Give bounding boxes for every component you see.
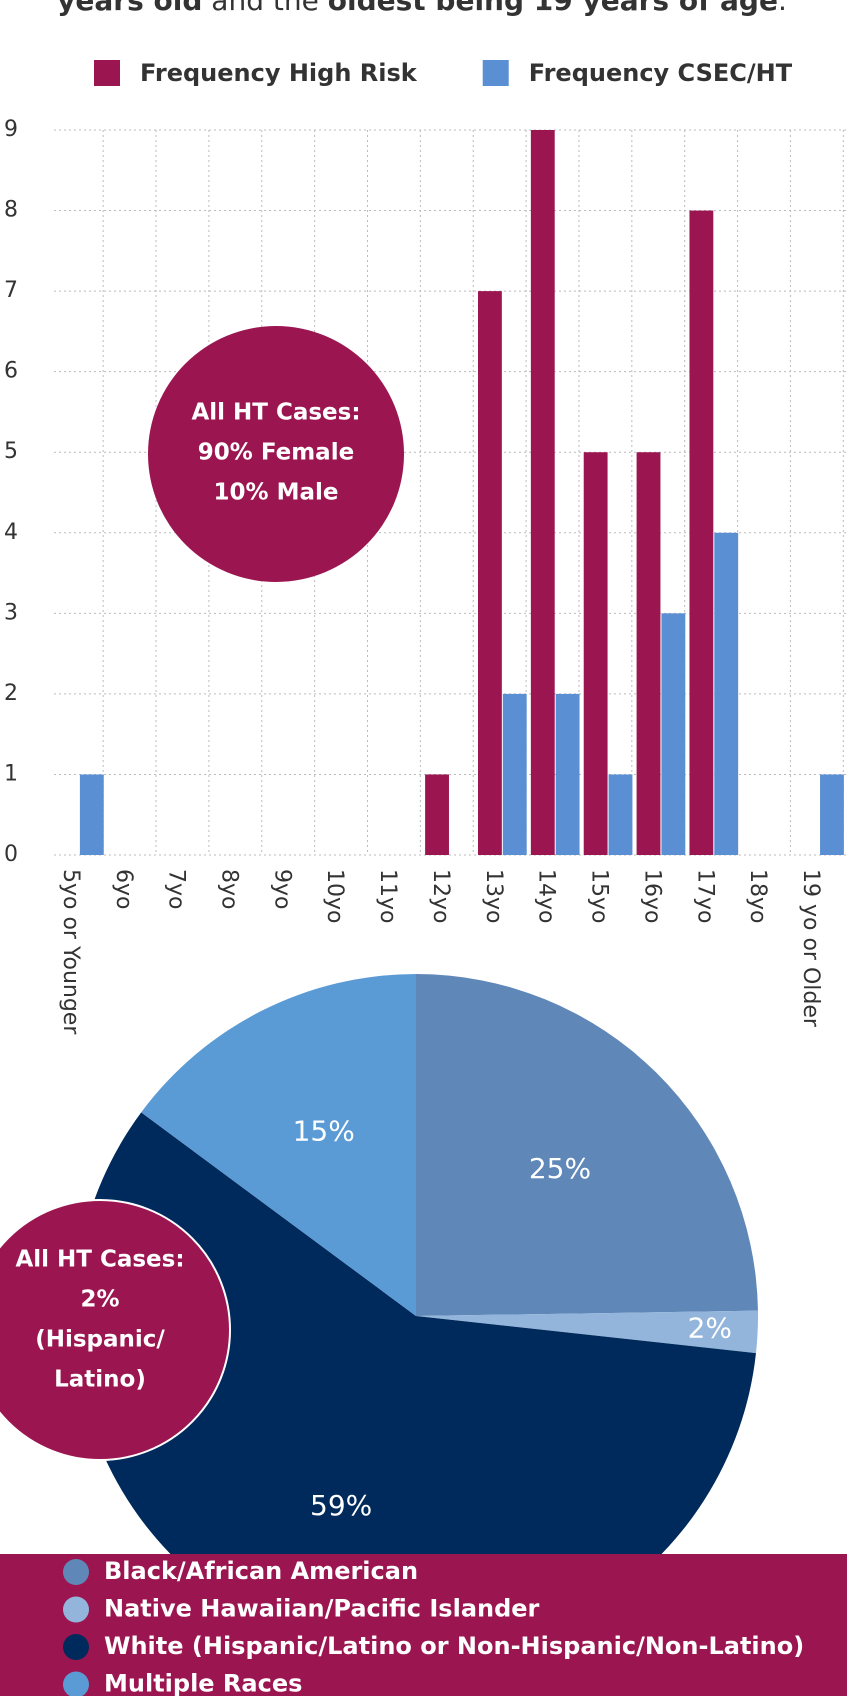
x-tick-label: 15yo <box>587 869 612 923</box>
bar <box>79 774 104 855</box>
x-tick-label: 5yo or Younger <box>58 869 83 1035</box>
bar <box>689 210 714 856</box>
y-tick-label: 4 <box>4 520 18 545</box>
legend-swatch <box>63 1596 89 1623</box>
bar <box>502 693 527 855</box>
y-tick-label: 9 <box>4 117 18 142</box>
annotation-text: Latino) <box>54 1367 146 1393</box>
pie-label: 15% <box>293 1115 355 1148</box>
legend-label: Frequency CSEC/HT <box>529 59 793 87</box>
bar <box>477 291 502 856</box>
x-tick-label: 19 yo or Older <box>798 869 823 1028</box>
x-tick-label: 17yo <box>692 869 717 923</box>
bar <box>661 613 686 855</box>
y-tick-label: 1 <box>4 761 18 786</box>
x-tick-label: 10yo <box>322 869 347 923</box>
legend-swatch <box>63 1634 89 1660</box>
intro-segment: years old <box>57 0 202 17</box>
y-tick-label: 5 <box>4 439 18 464</box>
bar <box>608 774 633 855</box>
bar <box>714 532 739 855</box>
intro-segment: . <box>778 0 787 17</box>
legend-label: White (Hispanic/Latino or Non-Hispanic/N… <box>104 1632 804 1660</box>
annotation-text: All HT Cases: <box>191 400 360 426</box>
y-tick-label: 0 <box>4 842 18 867</box>
bar <box>820 774 844 855</box>
pie-label: 2% <box>688 1312 732 1345</box>
legend-label: Frequency High Risk <box>140 59 418 87</box>
legend-swatch <box>482 60 509 86</box>
bar <box>636 452 661 855</box>
x-tick-label: 12yo <box>428 869 453 923</box>
x-tick-label: 6yo <box>111 869 136 909</box>
annotation-circle <box>148 326 404 582</box>
y-tick-label: 2 <box>4 681 18 706</box>
pie-slice <box>416 974 758 1316</box>
annotation-text: 2% <box>80 1287 119 1313</box>
annotation-text: 90% Female <box>198 440 354 466</box>
x-tick-label: 13yo <box>481 869 506 923</box>
x-tick-label: 18yo <box>745 869 770 923</box>
y-tick-label: 3 <box>4 600 18 625</box>
legend-label: Multiple Races <box>104 1670 302 1696</box>
pie-slice <box>141 974 416 1316</box>
bar <box>530 130 555 855</box>
x-tick-label: 14yo <box>534 869 559 923</box>
pie-slice <box>73 1112 756 1659</box>
x-tick-label: 16yo <box>639 869 664 923</box>
legend-label: Black/African American <box>104 1557 418 1585</box>
y-tick-label: 6 <box>4 359 18 384</box>
pie-label: 25% <box>529 1152 591 1185</box>
y-tick-label: 8 <box>4 198 18 223</box>
pie-slice <box>416 1310 758 1354</box>
x-tick-label: 9yo <box>269 869 294 909</box>
intro-segment: oldest being 19 years of age <box>328 0 778 17</box>
legend-swatch <box>63 1559 89 1585</box>
annotation-circle <box>0 1199 231 1461</box>
x-tick-label: 8yo <box>217 869 242 909</box>
annotation-text: (Hispanic/ <box>35 1327 165 1353</box>
intro-text: years old and the oldest being 19 years … <box>57 0 787 17</box>
legend-band <box>0 1554 847 1696</box>
legend-swatch <box>94 60 120 86</box>
x-tick-label: 11yo <box>375 869 400 923</box>
y-tick-label: 7 <box>4 278 18 303</box>
bar <box>425 774 449 855</box>
bar <box>555 693 580 855</box>
legend-label: Native Hawaiian/Pacific Islander <box>104 1595 540 1623</box>
annotation-text: 10% Male <box>214 480 339 506</box>
pie-label: 59% <box>310 1489 372 1522</box>
intro-segment: and the <box>202 0 327 17</box>
annotation-text: All HT Cases: <box>15 1247 184 1273</box>
legend-swatch <box>63 1671 89 1696</box>
pie <box>73 974 758 1659</box>
x-tick-label: 7yo <box>164 869 189 909</box>
bar <box>583 452 608 855</box>
